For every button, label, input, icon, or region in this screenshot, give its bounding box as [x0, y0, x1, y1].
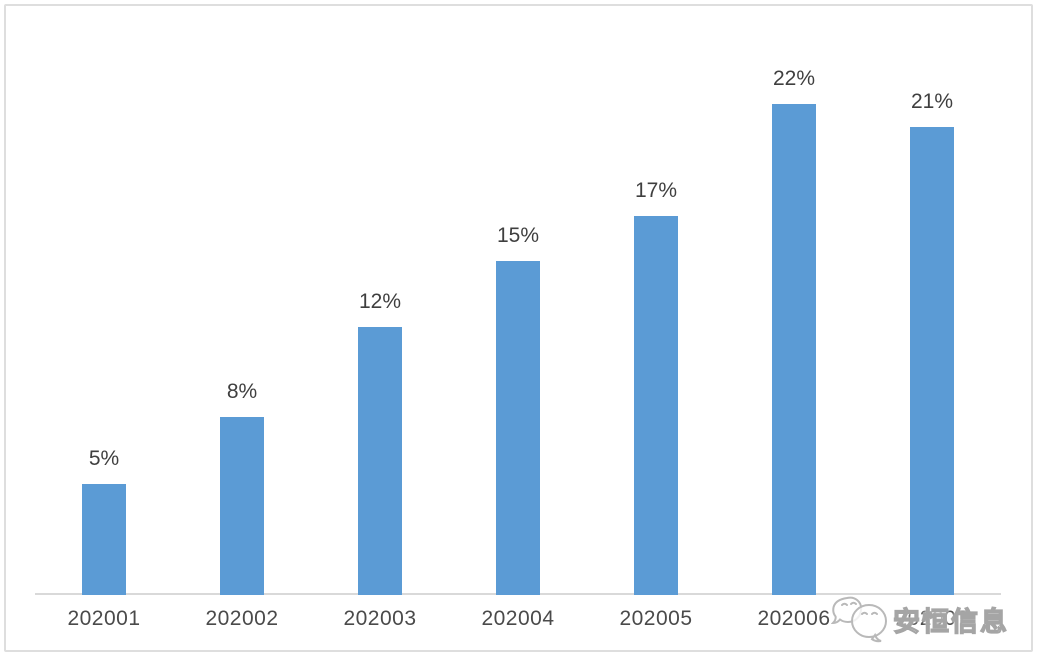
bar-column: 12% — [311, 6, 449, 595]
data-label: 12% — [358, 290, 402, 314]
data-label: 17% — [634, 178, 678, 202]
bar-column: 22% — [725, 6, 863, 595]
data-label: 22% — [772, 67, 816, 91]
bar-column: 15% — [449, 6, 587, 595]
x-axis-label: 202006 — [757, 607, 831, 630]
x-axis-label: 202002 — [205, 607, 279, 630]
bar — [358, 327, 402, 595]
bar-column: 5% — [35, 6, 173, 595]
bar — [910, 126, 954, 595]
bar-column: 21% — [863, 6, 1001, 595]
bar-column: 17% — [587, 6, 725, 595]
x-axis-label: 202005 — [619, 607, 693, 630]
bar — [82, 483, 126, 595]
data-label: 5% — [88, 446, 120, 470]
bar-column: 8% — [173, 6, 311, 595]
data-label: 21% — [910, 89, 954, 113]
x-axis-label: 202001 — [67, 607, 141, 630]
chart-card: 5% 8% 12% 15% 17% 22% 21% 202001 202002 202003 20… — [4, 4, 1033, 652]
bar — [496, 260, 540, 595]
x-axis-label: 202007 — [895, 607, 969, 630]
x-axis-label: 202004 — [481, 607, 555, 630]
data-label: 15% — [496, 223, 540, 247]
x-axis: 202001 202002 202003 202004 202005 202006 2020… — [35, 595, 1001, 631]
bar — [772, 104, 816, 595]
plot-area: 5% 8% 12% 15% 17% 22% 21% — [35, 6, 1001, 595]
bar — [634, 215, 678, 595]
bar — [220, 416, 264, 595]
x-axis-label: 202003 — [343, 607, 417, 630]
data-label: 8% — [226, 379, 258, 403]
